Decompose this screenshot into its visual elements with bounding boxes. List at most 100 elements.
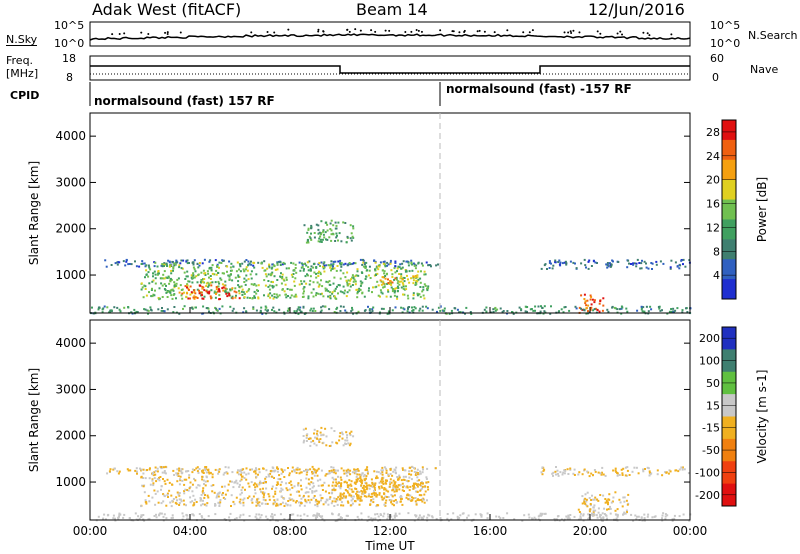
velocity-cell — [167, 496, 169, 498]
power-cell — [144, 285, 147, 288]
velocity-cell — [567, 473, 570, 475]
velocity-cell — [291, 470, 294, 473]
power-cell — [439, 309, 442, 312]
power-cell — [268, 284, 271, 287]
power-cell — [349, 224, 352, 227]
power-cell — [563, 261, 566, 264]
velocity-cell — [289, 513, 292, 516]
velocity-cell — [392, 486, 395, 489]
power-cell — [253, 290, 256, 293]
power-cell — [267, 285, 270, 288]
velocity-cell — [426, 499, 428, 502]
velocity-cell — [281, 488, 284, 491]
velocity-cell — [305, 469, 308, 472]
power-cell — [209, 278, 212, 280]
velocity-cell — [256, 502, 259, 505]
velocity-cell — [255, 517, 258, 520]
power-cell — [246, 296, 249, 299]
power-cell — [534, 309, 536, 312]
velocity-cell — [342, 444, 345, 447]
velocity-cell — [178, 492, 181, 494]
power-cell — [358, 287, 361, 290]
power-cell — [456, 308, 459, 311]
velocity-cell — [336, 499, 339, 502]
power-cell — [156, 265, 159, 268]
nsearch-point — [506, 29, 509, 32]
power-cell — [380, 307, 383, 310]
power-cell — [537, 305, 540, 308]
velocity-cell — [258, 501, 261, 504]
velocity-cell — [182, 515, 185, 518]
power-cell — [662, 262, 665, 265]
power-cell — [385, 273, 388, 276]
velocity-cell — [183, 490, 186, 493]
velocity-cell — [322, 503, 325, 506]
velocity-cell — [225, 471, 228, 473]
velocity-cell — [588, 513, 591, 516]
velocity-cell — [646, 466, 649, 469]
velocity-cell — [349, 469, 352, 472]
velocity-cell — [370, 492, 373, 495]
velocity-cell — [266, 502, 269, 505]
power-cell — [217, 285, 220, 288]
velocity-cell — [350, 430, 353, 433]
power-cell — [257, 284, 260, 287]
power-cell — [650, 308, 653, 311]
power-cell — [149, 268, 152, 271]
power-cell — [426, 289, 429, 292]
power-cell — [237, 280, 240, 283]
velocity-cell — [391, 474, 394, 477]
velocity-cell — [182, 499, 185, 502]
power-cell — [230, 269, 233, 272]
power-cell — [294, 277, 297, 280]
velocity-cell — [273, 477, 275, 479]
velocity-cell — [416, 468, 419, 471]
power-cell — [264, 273, 267, 276]
velocity-cell — [385, 469, 388, 472]
velocity-cell — [373, 470, 376, 473]
velocity-cell — [109, 468, 112, 471]
velocity-cell — [604, 514, 607, 517]
velocity-cell — [361, 479, 364, 482]
power-cell — [176, 261, 179, 264]
velocity-cell — [219, 501, 222, 504]
velocity-colorbar-label: 100 — [699, 355, 720, 368]
power-cell — [302, 269, 305, 272]
velocity-cell — [155, 480, 158, 483]
velocity-cell — [328, 498, 331, 500]
power-cell — [382, 261, 385, 263]
power-cell — [311, 310, 314, 312]
velocity-cell — [417, 516, 420, 519]
velocity-cell — [206, 502, 209, 505]
velocity-cell — [344, 489, 347, 491]
power-cell — [293, 284, 296, 287]
power-cell — [234, 296, 237, 299]
power-cell — [421, 309, 424, 312]
power-cell — [204, 272, 207, 275]
power-cell — [342, 285, 345, 288]
power-cell — [252, 306, 255, 309]
velocity-cell — [380, 514, 382, 516]
velocity-cell — [354, 481, 357, 484]
velocity-cell — [348, 479, 351, 482]
velocity-cell — [371, 519, 374, 522]
power-cell — [223, 284, 226, 287]
velocity-cell — [346, 484, 349, 487]
velocity-cell — [267, 473, 270, 476]
power-cell — [592, 260, 595, 263]
power-cell — [333, 276, 336, 279]
nsearch-point — [322, 30, 325, 33]
power-cell — [386, 261, 389, 264]
velocity-cell — [411, 496, 413, 499]
velocity-cell — [381, 473, 384, 476]
velocity-cell — [389, 478, 392, 481]
power-cell — [396, 270, 398, 273]
velocity-cell — [153, 477, 156, 480]
velocity-cell — [593, 469, 596, 471]
power-cell — [584, 264, 587, 267]
power-cell — [242, 268, 245, 271]
power-cell — [561, 262, 564, 265]
velocity-cell — [113, 467, 116, 470]
power-cell — [393, 294, 396, 297]
velocity-cell — [625, 509, 628, 512]
